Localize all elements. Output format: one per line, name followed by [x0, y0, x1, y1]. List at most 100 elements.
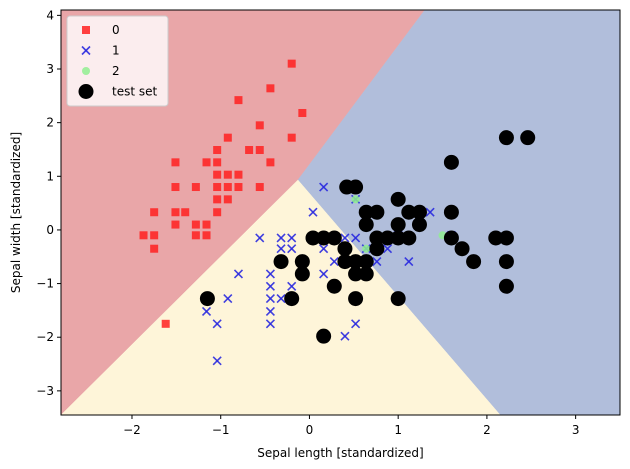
y-axis-label: Sepal width [standardized] — [9, 132, 23, 293]
point-class-test-set — [348, 266, 364, 282]
point-class-test-set — [294, 266, 310, 282]
y-tick-label: 4 — [46, 8, 54, 22]
point-class-test-set — [443, 154, 459, 170]
plot-frame — [60, 9, 621, 416]
point-class-test-set — [390, 230, 406, 246]
point-class-test-set — [411, 217, 427, 233]
point-class-1 — [340, 331, 350, 341]
point-class-0 — [202, 231, 211, 240]
point-class-1 — [287, 233, 297, 243]
point-class-0 — [150, 244, 159, 253]
point-class-0 — [161, 319, 170, 328]
point-class-0 — [191, 231, 200, 240]
legend-label: test set — [112, 85, 157, 99]
point-class-test-set — [369, 241, 385, 257]
series-0 — [139, 59, 307, 328]
legend-box — [66, 15, 169, 107]
point-class-1 — [276, 244, 286, 254]
x-tick-label: 2 — [483, 423, 491, 437]
point-class-test-set — [498, 278, 514, 294]
point-class-0 — [266, 84, 275, 93]
point-class-2 — [362, 244, 371, 253]
point-class-0 — [266, 158, 275, 167]
point-class-test-set — [488, 230, 504, 246]
series-test-set — [199, 130, 536, 344]
point-class-1 — [276, 294, 286, 304]
point-class-1 — [265, 306, 275, 317]
y-tick-label: 0 — [46, 223, 54, 237]
point-class-test-set — [326, 230, 342, 246]
x-tick-label: 0 — [306, 423, 314, 437]
point-class-1 — [233, 269, 244, 279]
legend-label: 0 — [112, 23, 120, 37]
legend-entry: 0 — [82, 23, 120, 37]
legend-entry: test set — [78, 84, 157, 99]
point-class-0 — [150, 208, 159, 217]
point-class-test-set — [401, 230, 417, 246]
point-class-1 — [255, 233, 265, 243]
point-class-test-set — [443, 230, 459, 246]
point-class-0 — [139, 231, 148, 240]
point-class-0 — [234, 170, 243, 179]
point-class-test-set — [390, 191, 406, 207]
decision-regions — [61, 10, 620, 415]
point-class-0 — [223, 183, 232, 192]
point-class-0 — [150, 231, 159, 240]
point-class-0 — [213, 208, 222, 217]
point-class-0 — [202, 220, 211, 229]
x-tick-label: −1 — [212, 423, 230, 437]
point-class-test-set — [369, 230, 385, 246]
point-class-0 — [245, 146, 254, 155]
point-class-test-set — [326, 278, 342, 294]
point-class-1 — [265, 319, 275, 329]
point-class-test-set — [498, 130, 514, 146]
point-class-1 — [287, 244, 297, 254]
point-class-0 — [213, 183, 222, 192]
legend-entry: 1 — [81, 44, 120, 58]
point-class-1 — [351, 233, 361, 243]
point-class-test-set — [348, 179, 364, 195]
x-tick-label: 3 — [572, 423, 580, 437]
point-class-test-set — [337, 254, 353, 270]
data-points — [139, 59, 536, 366]
point-class-0 — [171, 208, 180, 217]
point-class-1 — [276, 233, 286, 243]
point-class-test-set — [498, 230, 514, 246]
y-tick-label: −2 — [36, 330, 54, 344]
point-class-0 — [191, 183, 200, 192]
point-class-1 — [308, 207, 318, 217]
point-class-test-set — [401, 204, 417, 220]
point-class-test-set — [358, 254, 374, 270]
point-class-test-set — [348, 291, 364, 307]
point-class-0 — [223, 133, 232, 142]
x-tick-label: −2 — [123, 423, 141, 437]
point-class-1 — [351, 319, 361, 329]
legend-label: 2 — [112, 64, 120, 78]
legend-marker-1 — [81, 45, 91, 56]
point-class-1 — [265, 269, 275, 279]
point-class-1 — [404, 257, 414, 267]
point-class-test-set — [390, 291, 406, 307]
point-class-0 — [234, 96, 243, 105]
y-tick-label: −3 — [36, 384, 54, 398]
point-class-0 — [213, 146, 222, 155]
point-class-test-set — [294, 254, 310, 270]
point-class-0 — [223, 170, 232, 179]
point-class-test-set — [380, 230, 396, 246]
point-class-test-set — [305, 230, 321, 246]
region-class-1 — [297, 10, 620, 415]
point-class-test-set — [348, 254, 364, 270]
point-class-0 — [255, 146, 264, 155]
point-class-test-set — [411, 204, 427, 220]
point-class-test-set — [284, 291, 300, 307]
y-tick-label: 1 — [46, 169, 54, 183]
legend-marker-test-set — [78, 84, 94, 99]
point-class-0 — [287, 133, 296, 142]
point-class-1 — [425, 207, 435, 217]
point-class-1 — [372, 257, 382, 267]
point-class-test-set — [337, 241, 353, 257]
point-class-0 — [234, 183, 243, 192]
point-class-0 — [223, 195, 232, 204]
point-class-1 — [265, 281, 275, 291]
